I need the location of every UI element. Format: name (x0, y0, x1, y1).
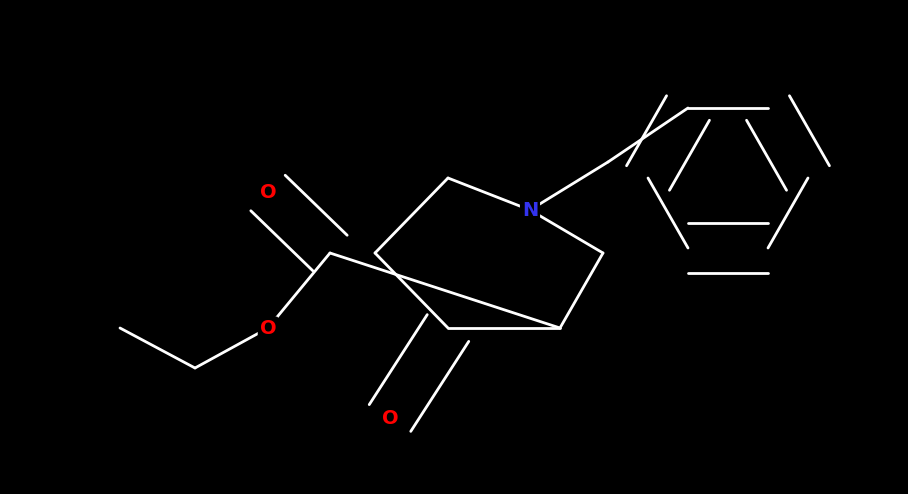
Text: O: O (260, 319, 276, 337)
Text: N: N (522, 201, 538, 219)
Text: O: O (260, 183, 276, 203)
Text: O: O (381, 409, 399, 427)
